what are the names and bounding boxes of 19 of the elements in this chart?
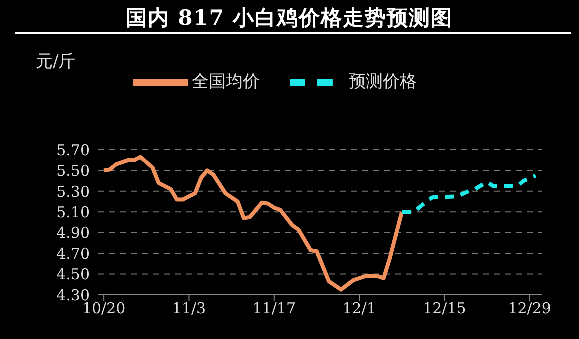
- legend-label: 全国均价: [192, 72, 260, 92]
- chart-title: 国内 817 小白鸡价格走势预测图: [124, 4, 454, 32]
- x-tick-label: 12/1: [342, 300, 376, 318]
- line-series: [400, 174, 538, 214]
- x-tick-label: 11/3: [172, 300, 206, 318]
- y-tick-label: 5.50: [56, 162, 90, 180]
- y-axis-title: 元/斤: [36, 51, 76, 73]
- y-tick-label: 4.90: [56, 224, 90, 242]
- y-tick-label: 5.70: [56, 141, 90, 160]
- y-tick-label: 4.50: [56, 266, 90, 284]
- y-tick-label: 5.30: [56, 182, 90, 201]
- y-tick-label: 5.10: [56, 203, 90, 222]
- x-tick-label: 12/15: [423, 300, 466, 318]
- x-tick-label: 12/29: [508, 300, 552, 318]
- y-tick-label: 4.70: [56, 244, 90, 263]
- line-series: [102, 155, 404, 292]
- x-tick-label: 11/17: [252, 300, 296, 318]
- x-tick-label: 10/20: [82, 300, 126, 318]
- legend-label: 预测价格: [349, 72, 417, 92]
